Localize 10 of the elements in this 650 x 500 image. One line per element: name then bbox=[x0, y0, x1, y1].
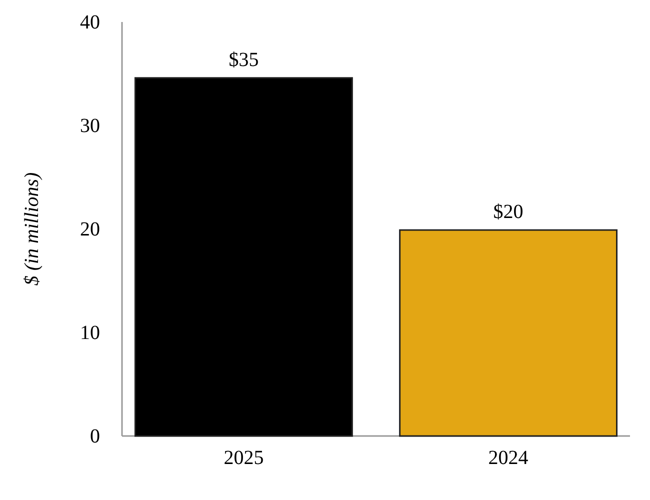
data-label: $20 bbox=[493, 201, 524, 224]
data-label: $35 bbox=[228, 48, 259, 71]
y-tick-label: 0 bbox=[90, 425, 100, 448]
y-tick-label: 40 bbox=[80, 11, 100, 34]
x-tick-label: 2025 bbox=[224, 447, 264, 470]
y-tick-label: 30 bbox=[80, 114, 100, 137]
y-axis-title: $ (in millions) bbox=[21, 172, 43, 286]
y-tick-label: 10 bbox=[80, 322, 100, 344]
y-tick-label: 20 bbox=[80, 218, 100, 240]
x-tick-label: 2024 bbox=[488, 447, 528, 470]
